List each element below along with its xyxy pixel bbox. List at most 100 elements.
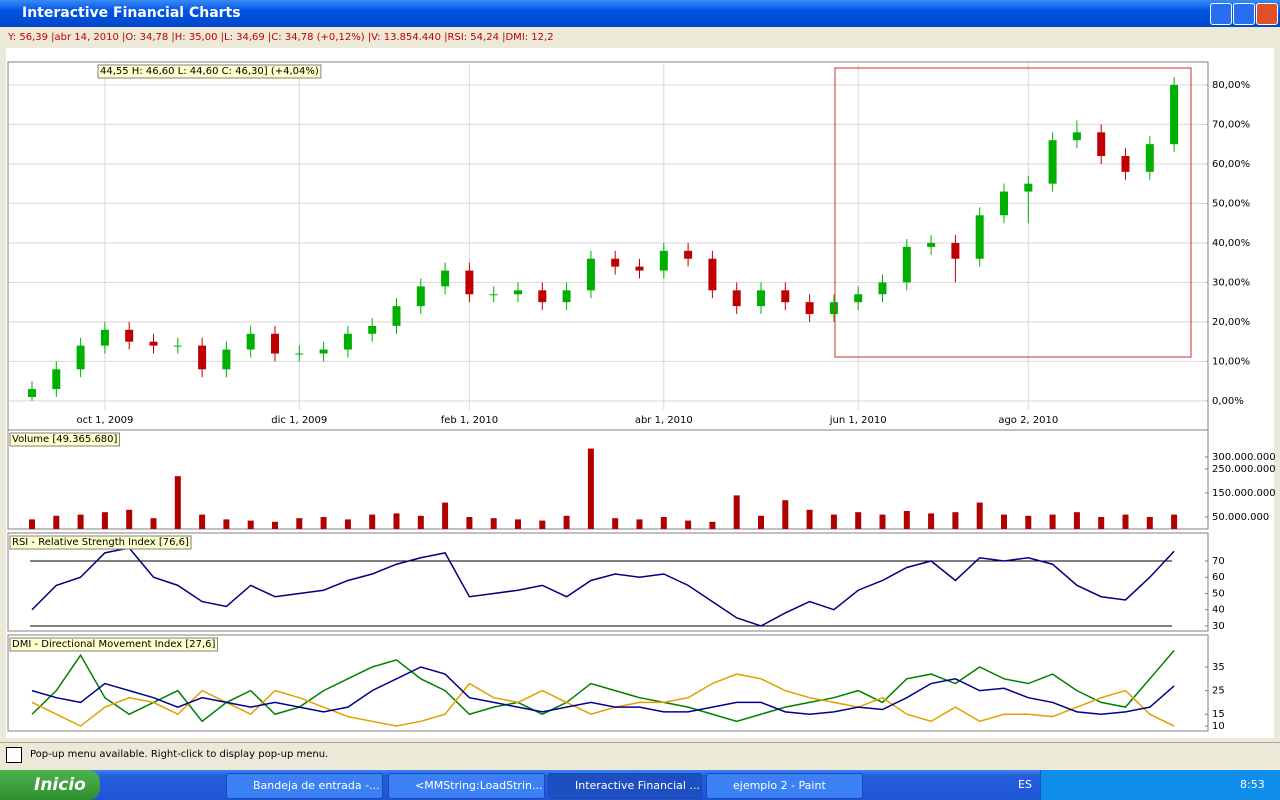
- language-indicator[interactable]: ES: [1018, 778, 1032, 791]
- pane-frame: [7, 429, 1209, 530]
- candle-body: [757, 290, 765, 307]
- volume-bar: [296, 518, 303, 529]
- volume-bar: [442, 502, 449, 529]
- volume-bar: [417, 515, 424, 529]
- candle-body: [1072, 132, 1081, 141]
- volume-bar: [1049, 514, 1056, 529]
- candle-body: [1170, 84, 1179, 145]
- candle-body: [902, 246, 911, 283]
- y-tick-label: 300.000.000: [1212, 452, 1276, 463]
- candle-body: [1121, 156, 1130, 172]
- status-icon: [6, 747, 22, 763]
- x-tick-label: jun 1, 2010: [829, 415, 887, 426]
- chart-background: [6, 48, 1274, 738]
- volume-bar: [1171, 514, 1178, 529]
- x-tick-label: ago 2, 2010: [998, 415, 1058, 426]
- pane-title-box: [9, 535, 192, 550]
- volume-bar: [660, 516, 667, 529]
- volume-bar: [830, 514, 837, 529]
- volume-bar: [612, 518, 619, 529]
- y-tick-label: 25: [1212, 686, 1225, 697]
- task-button[interactable]: ejemplo 2 - Paint: [706, 773, 863, 799]
- close-button[interactable]: [1256, 3, 1278, 25]
- volume-bar: [199, 514, 206, 529]
- candle-body: [975, 215, 984, 259]
- candle-body: [659, 250, 668, 271]
- candle-body: [489, 294, 498, 296]
- minimize-button[interactable]: [1210, 3, 1232, 25]
- y-tick-label: 0,00%: [1212, 396, 1244, 407]
- volume-bar: [879, 514, 886, 529]
- volume-bar: [344, 519, 351, 529]
- y-tick-label: 15: [1212, 709, 1225, 720]
- candle-body: [100, 329, 109, 346]
- volume-bar: [223, 519, 230, 529]
- volume-bar: [685, 520, 692, 529]
- candle-body: [416, 286, 425, 307]
- volume-bar: [1001, 514, 1007, 529]
- indicator-line: [31, 666, 1175, 715]
- pane-title-box: [97, 64, 322, 79]
- task-button[interactable]: <MMString:LoadStrin...: [388, 773, 545, 799]
- candle-body: [222, 349, 231, 370]
- candle-body: [1097, 132, 1106, 157]
- indicator-line: [31, 649, 1175, 723]
- candle-body: [878, 282, 887, 295]
- volume-bar: [515, 519, 521, 529]
- candle-body: [441, 270, 450, 287]
- start-button[interactable]: Inicio: [0, 770, 100, 800]
- y-tick-label: 80,00%: [1212, 80, 1250, 91]
- pane-title-box: [9, 637, 219, 652]
- candle-body: [1145, 144, 1154, 172]
- pane-title: Volume [49.365.680]: [12, 434, 118, 445]
- candle-body: [684, 250, 693, 259]
- task-button[interactable]: Interactive Financial ...: [548, 773, 702, 799]
- pane-title: DMI - Directional Movement Index [27,6]: [12, 639, 216, 650]
- candle-body: [586, 258, 595, 291]
- volume-bar: [247, 520, 254, 529]
- y-tick-label: 10,00%: [1212, 356, 1250, 367]
- window-title: Interactive Financial Charts: [22, 5, 241, 21]
- volume-bar: [1098, 516, 1105, 529]
- candle-body: [514, 290, 522, 295]
- volume-bar: [126, 509, 133, 529]
- volume-bar: [490, 518, 497, 529]
- candle-body: [76, 345, 85, 370]
- y-tick-label: 70,00%: [1212, 119, 1250, 130]
- volume-bar: [466, 516, 473, 529]
- y-tick-label: 70: [1212, 556, 1225, 567]
- volume-bar: [272, 521, 278, 529]
- candle-body: [319, 349, 328, 354]
- y-tick-label: 60,00%: [1212, 159, 1250, 170]
- volume-bar: [733, 495, 740, 529]
- volume-bar: [928, 513, 935, 529]
- y-tick-label: 10: [1212, 721, 1225, 732]
- volume-bar: [782, 500, 789, 529]
- volume-bar: [1025, 515, 1032, 529]
- candle-body: [246, 333, 255, 350]
- volume-bar: [636, 519, 643, 529]
- x-tick-label: abr 1, 2010: [635, 415, 693, 426]
- status-text: Pop-up menu available. Right-click to di…: [30, 749, 329, 760]
- volume-bar: [1122, 514, 1129, 529]
- y-tick-label: 250.000.000: [1212, 464, 1276, 475]
- clock: 8:53: [1240, 778, 1265, 791]
- volume-bar: [174, 476, 181, 529]
- volume-bar: [77, 514, 84, 529]
- indicator-line: [31, 547, 1175, 627]
- candle-body: [708, 258, 717, 291]
- maximize-button[interactable]: [1233, 3, 1255, 25]
- candle-body: [829, 302, 838, 315]
- candle-body: [781, 290, 790, 303]
- volume-bar: [1073, 512, 1080, 529]
- candle-body: [173, 345, 182, 347]
- candle-body: [52, 369, 61, 390]
- volume-bar: [101, 512, 108, 529]
- task-button[interactable]: Bandeja de entrada -...: [226, 773, 383, 799]
- candle-body: [465, 270, 474, 295]
- volume-bar: [709, 521, 716, 529]
- title-bar: Interactive Financial Charts: [0, 0, 1280, 27]
- selection-box: [834, 67, 1192, 358]
- candle-body: [28, 389, 36, 397]
